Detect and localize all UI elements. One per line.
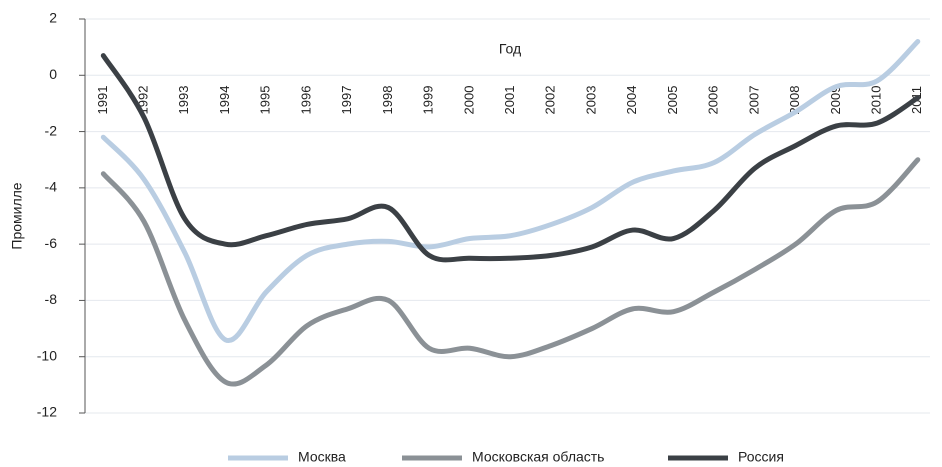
x-tick-label: 1998: [380, 86, 395, 115]
x-tick-label: 2009: [828, 86, 843, 115]
y-tick-label: -10: [37, 347, 57, 363]
series-line: [100, 39, 921, 343]
legend-label: Москва: [298, 449, 346, 465]
y-tick-label: -4: [45, 179, 58, 195]
y-tick-label: -8: [45, 291, 58, 307]
legend-label: Московская область: [472, 449, 604, 465]
x-tick-label: 1997: [339, 86, 354, 115]
x-tick-label: 2010: [868, 86, 883, 115]
x-tick-label: 2008: [787, 86, 802, 115]
x-axis-label: Год: [499, 41, 521, 57]
y-tick-label: 0: [49, 66, 57, 82]
series-line: [100, 53, 921, 263]
x-tick-label: 1996: [298, 86, 313, 115]
x-tick-label: 2003: [583, 86, 598, 115]
y-axis-label: Промилле: [9, 182, 25, 249]
x-tick-label: 2006: [706, 86, 721, 115]
legend-label: Россия: [738, 449, 784, 465]
x-tick-label: 2004: [624, 86, 639, 115]
x-tick-label: 2007: [746, 86, 761, 115]
x-tick-label: 2005: [665, 86, 680, 115]
x-tick-label: 1999: [421, 86, 436, 115]
x-tick-label: 1991: [95, 86, 110, 115]
x-tick-label: 1994: [217, 86, 232, 115]
y-tick-label: -6: [45, 235, 58, 251]
x-tick-label: 2001: [502, 86, 517, 115]
x-tick-label: 2002: [543, 86, 558, 115]
series-line: [100, 157, 921, 387]
y-tick-label: 2: [49, 10, 57, 26]
y-tick-label: -2: [45, 122, 58, 138]
x-tick-label: 1995: [258, 86, 273, 115]
x-tick-label: 1993: [176, 86, 191, 115]
y-tick-label: -12: [37, 404, 57, 420]
x-tick-label: 2000: [461, 86, 476, 115]
